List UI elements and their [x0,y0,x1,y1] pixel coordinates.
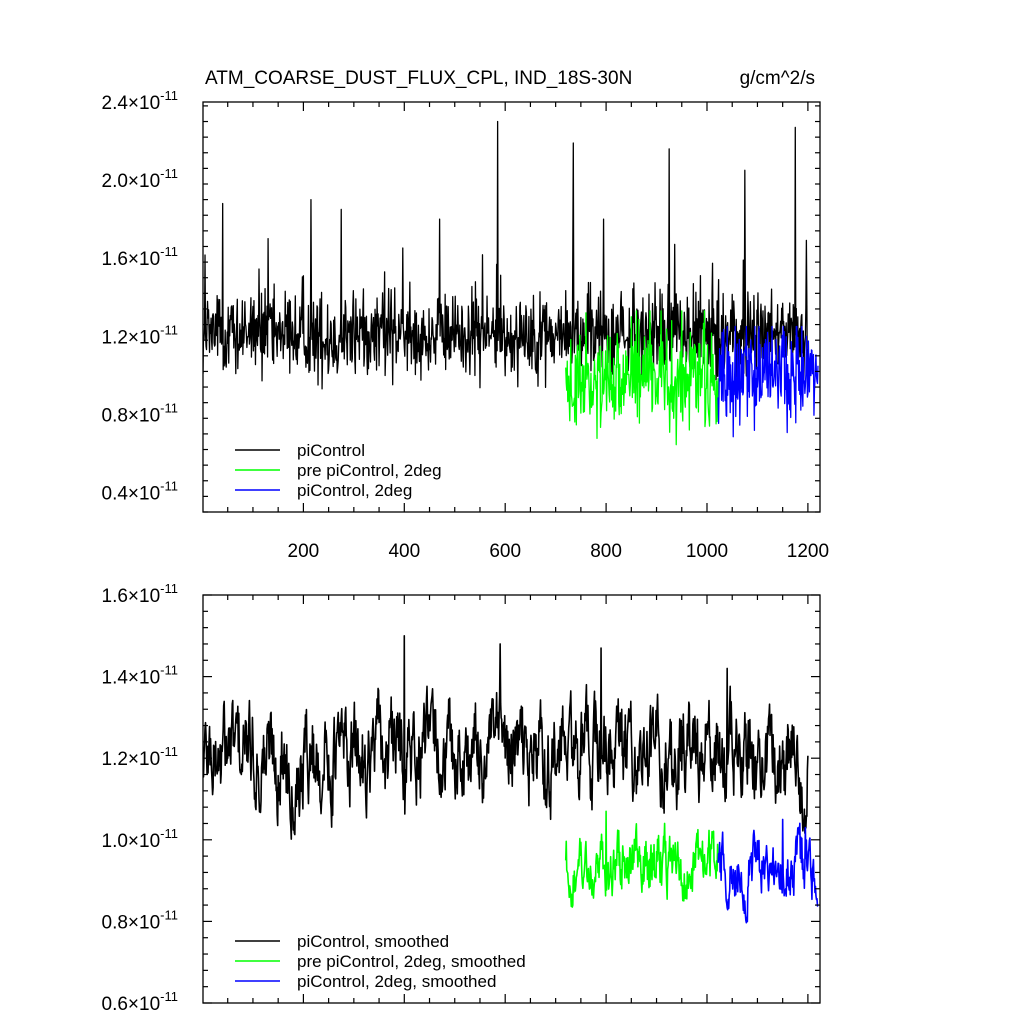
x-tick-label: 1200 [787,541,829,562]
plot-frame [202,594,821,1004]
chart-title: ATM_COARSE_DUST_FLUX_CPL, IND_18S-30N [205,68,632,89]
y-tick-label: 2.4×10-11 [102,88,179,114]
bottom-panel: 0.6×10-11 0.8×10-11 1.0×10-11 1.2×10-11 1.4×… [102,581,821,1015]
legend-entry: piControl, 2deg, smoothed [297,972,496,991]
y-tick-label: 1.4×10-11 [102,663,179,689]
plot-frame [202,101,821,513]
y-tick-label: 1.6×10-11 [102,581,179,607]
series-line-0 [203,635,809,840]
y-tick-label: 2.0×10-11 [102,166,179,192]
y-tick-label: 1.2×10-11 [102,744,179,770]
y-tick-label: 1.6×10-11 [102,244,179,270]
legend-entry: pre piControl, 2deg [297,461,442,480]
x-tick-label: 800 [590,541,622,562]
series-line-1 [564,810,719,908]
y-tick-label: 1.0×10-11 [102,826,179,852]
x-tick-label: 600 [489,541,521,562]
legend-entry: piControl, 2deg [297,481,412,500]
series-line-1 [565,310,719,446]
legend-entry: pre piControl, 2deg, smoothed [297,952,526,971]
x-tick-label: 400 [388,541,420,562]
legend-entry: piControl [297,441,365,460]
y-tick-label: 0.8×10-11 [102,907,179,933]
y-tick-label: 1.2×10-11 [102,322,179,348]
series-line-0 [203,120,809,390]
y-tick-label: 0.4×10-11 [102,478,179,504]
y-tick-label: 0.8×10-11 [102,400,179,426]
x-tick-label: 1000 [686,541,728,562]
series-line-2 [717,818,819,924]
series-line-2 [717,325,819,438]
x-tick-label: 200 [288,541,320,562]
units-label: g/cm^2/s [740,68,815,89]
top-panel: 200 400 600 800 1000 1200 0.4×10-11 0.8×10-11 1.… [102,68,830,562]
y-tick-label: 0.6×10-11 [102,989,179,1015]
legend-entry: piControl, smoothed [297,932,449,951]
